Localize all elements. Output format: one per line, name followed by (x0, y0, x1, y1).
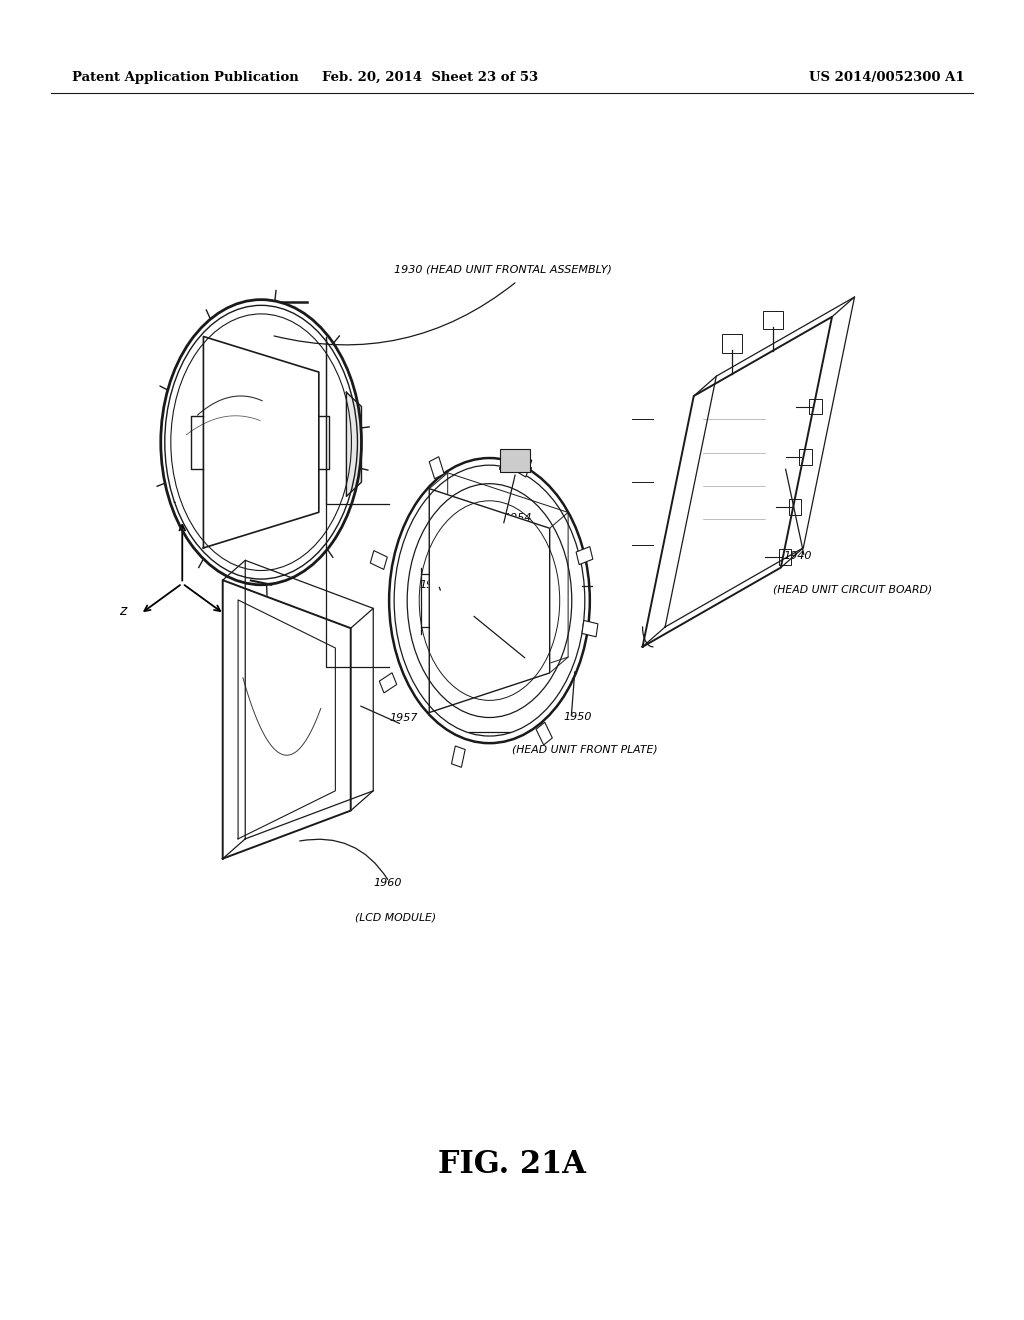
Bar (722, 334, 742, 352)
Polygon shape (643, 317, 831, 647)
Text: 1930 (HEAD UNIT FRONTAL ASSEMBLY): 1930 (HEAD UNIT FRONTAL ASSEMBLY) (394, 264, 612, 275)
Text: (HEAD UNIT CIRCUIT BOARD): (HEAD UNIT CIRCUIT BOARD) (773, 585, 932, 595)
Bar (809, 399, 821, 414)
Bar (778, 549, 791, 565)
Polygon shape (204, 337, 318, 548)
Bar (536, 722, 552, 744)
Bar (788, 499, 801, 515)
Bar (763, 312, 783, 330)
Bar (500, 449, 530, 473)
Text: z: z (119, 605, 126, 618)
Text: FIG. 21A: FIG. 21A (438, 1148, 586, 1180)
Text: 1956: 1956 (420, 579, 449, 590)
Text: (HEAD UNIT FRONT PLATE): (HEAD UNIT FRONT PLATE) (512, 744, 657, 755)
Bar (799, 449, 811, 465)
Polygon shape (223, 581, 350, 859)
Text: 1940: 1940 (783, 550, 812, 561)
Text: y: y (173, 488, 181, 503)
Text: 1960: 1960 (374, 878, 402, 888)
Text: 1954: 1954 (504, 512, 532, 523)
Polygon shape (346, 392, 361, 496)
Text: 1952: 1952 (474, 606, 503, 616)
Text: 1950: 1950 (563, 711, 592, 722)
Bar (452, 746, 465, 767)
Bar (429, 457, 444, 479)
Text: Patent Application Publication: Patent Application Publication (72, 71, 298, 83)
Bar (371, 550, 387, 569)
Bar (516, 454, 531, 477)
Bar (379, 673, 396, 693)
Text: x: x (239, 605, 247, 618)
Bar (577, 546, 593, 565)
Text: Feb. 20, 2014  Sheet 23 of 53: Feb. 20, 2014 Sheet 23 of 53 (322, 71, 539, 83)
Text: (LCD MODULE): (LCD MODULE) (355, 912, 436, 923)
Bar (582, 620, 598, 636)
Ellipse shape (166, 306, 356, 578)
Text: US 2014/0052300 A1: US 2014/0052300 A1 (809, 71, 965, 83)
Ellipse shape (389, 458, 590, 743)
Polygon shape (429, 488, 550, 713)
Text: 1957: 1957 (389, 713, 418, 723)
